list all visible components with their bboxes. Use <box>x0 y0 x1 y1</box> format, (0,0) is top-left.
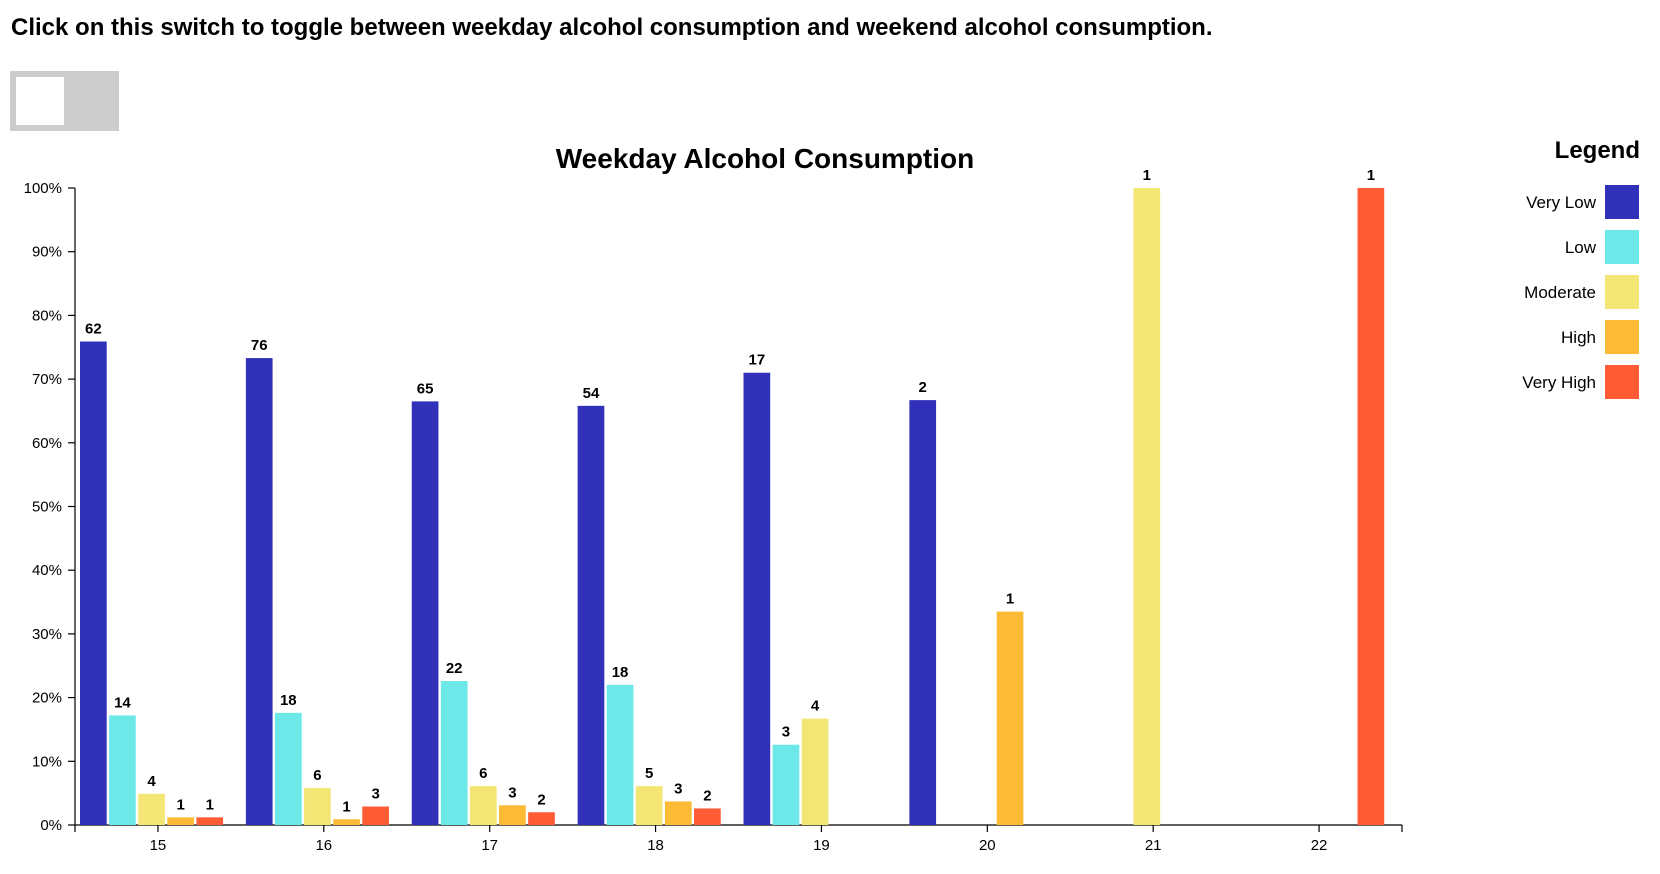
bar-data-label: 2 <box>919 379 927 396</box>
bars <box>80 188 1385 825</box>
bar-data-label: 22 <box>446 660 463 677</box>
legend-label: Low <box>1565 238 1597 257</box>
bar[interactable] <box>528 812 555 825</box>
bar-data-label: 17 <box>749 352 766 369</box>
bar-data-label: 1 <box>1143 167 1151 184</box>
chart-title: Weekday Alcohol Consumption <box>556 143 974 174</box>
x-axis: 15 16 17 18 19 20 21 22 <box>74 824 1403 854</box>
bar[interactable] <box>80 341 107 825</box>
bar-data-label: 2 <box>537 791 545 808</box>
bar-data-label: 5 <box>645 765 653 782</box>
bar-data-label: 65 <box>417 380 434 397</box>
bar[interactable] <box>411 401 439 825</box>
bar[interactable] <box>909 400 937 825</box>
bar[interactable] <box>772 744 800 825</box>
bar-data-label: 1 <box>206 796 214 813</box>
bar[interactable] <box>606 684 634 825</box>
bar[interactable] <box>1133 188 1161 825</box>
y-tick-label: 80% <box>32 307 62 324</box>
y-tick-label: 50% <box>32 499 62 516</box>
bar[interactable] <box>440 681 468 825</box>
bar[interactable] <box>996 611 1024 825</box>
bar-data-label: 18 <box>280 692 297 709</box>
x-tick-label: 15 <box>150 837 167 854</box>
x-tick-label: 18 <box>647 837 664 854</box>
legend-swatch <box>1605 230 1639 264</box>
bar[interactable] <box>138 793 165 825</box>
x-tick-label: 19 <box>813 837 830 854</box>
bar[interactable] <box>664 801 692 825</box>
bar[interactable] <box>333 819 360 825</box>
bar-data-label: 4 <box>147 773 156 790</box>
y-tick-label: 40% <box>32 562 62 579</box>
y-tick-label: 20% <box>32 690 62 707</box>
bar-data-label: 2 <box>703 787 711 804</box>
bar[interactable] <box>362 806 389 825</box>
y-axis: 0% 10% 20% 30% 40% 50% 60% 70% 80% 90% 100% <box>24 180 76 834</box>
y-tick-label: 60% <box>32 435 62 452</box>
legend-label: Very Low <box>1526 193 1597 212</box>
bar-data-label: 3 <box>782 724 790 741</box>
x-tick-label: 16 <box>315 837 332 854</box>
bar-data-label: 3 <box>674 780 682 797</box>
bar[interactable] <box>635 786 663 825</box>
x-tick-label: 22 <box>1311 837 1328 854</box>
instruction-text: Click on this switch to toggle between w… <box>11 14 1213 41</box>
bar-data-label: 1 <box>1367 167 1375 184</box>
bar-labels: 62 14 4 1 1 76 18 6 1 3 65 22 6 3 2 54 18 5 3 2 17 3 4 2 1 1 1 <box>85 167 1375 815</box>
legend-swatch <box>1605 185 1639 219</box>
bar-data-label: 1 <box>342 798 350 815</box>
bar[interactable] <box>577 405 605 825</box>
x-tick-label: 20 <box>979 837 996 854</box>
bar[interactable] <box>499 805 526 825</box>
bar[interactable] <box>694 808 721 825</box>
legend-label: Moderate <box>1524 283 1596 302</box>
y-tick-label: 70% <box>32 371 62 388</box>
y-tick-label: 30% <box>32 626 62 643</box>
bar-data-label: 14 <box>114 694 131 711</box>
y-tick-label: 100% <box>24 180 62 197</box>
bar-data-label: 1 <box>1006 591 1014 608</box>
bar-data-label: 62 <box>85 321 102 338</box>
bar[interactable] <box>469 786 497 825</box>
bar[interactable] <box>304 788 331 825</box>
weekday-weekend-toggle-switch[interactable] <box>10 71 119 131</box>
bar-data-label: 1 <box>176 796 184 813</box>
bar-data-label: 54 <box>583 385 600 402</box>
legend-label: Very High <box>1522 373 1596 392</box>
legend-swatch <box>1605 365 1639 399</box>
toggle-knob[interactable] <box>16 77 64 125</box>
bar[interactable] <box>167 817 194 825</box>
legend-swatch <box>1605 320 1639 354</box>
legend-title: Legend <box>1555 137 1640 164</box>
bar[interactable] <box>801 718 829 825</box>
y-tick-label: 10% <box>32 753 62 770</box>
legend-swatch <box>1605 275 1639 309</box>
bar-data-label: 3 <box>371 786 379 803</box>
legend: Very Low Low Moderate High Very High <box>1522 185 1639 399</box>
bar[interactable] <box>1357 188 1385 825</box>
legend-label: High <box>1561 328 1596 347</box>
y-tick-label: 90% <box>32 244 62 261</box>
bar-data-label: 6 <box>313 767 321 784</box>
bar-data-label: 18 <box>612 664 629 681</box>
bar-data-label: 3 <box>508 784 516 801</box>
y-tick-label: 0% <box>40 817 62 834</box>
bar[interactable] <box>245 358 273 825</box>
bar-data-label: 6 <box>479 765 487 782</box>
bar[interactable] <box>274 712 302 825</box>
bar[interactable] <box>196 817 224 825</box>
x-tick-label: 21 <box>1145 837 1162 854</box>
bar[interactable] <box>109 715 136 825</box>
bar-data-label: 76 <box>251 337 268 354</box>
bar-data-label: 4 <box>811 698 820 715</box>
bar[interactable] <box>743 372 771 825</box>
x-tick-label: 17 <box>481 837 498 854</box>
